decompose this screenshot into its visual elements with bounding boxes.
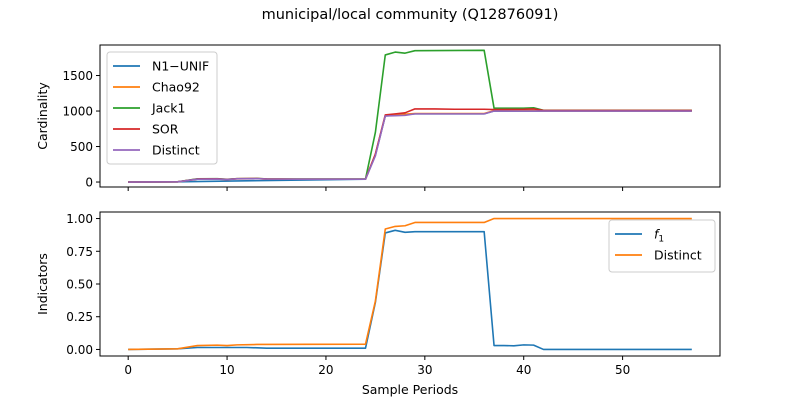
- y-tick-label: 0: [85, 176, 93, 190]
- x-axis-label: Sample Periods: [362, 382, 458, 397]
- legend-label-subscript: 1: [658, 235, 664, 245]
- x-tick-label: 40: [516, 363, 531, 377]
- figure-title: municipal/local community (Q12876091): [262, 7, 559, 23]
- series-line-distinct: [128, 110, 692, 183]
- indicators-panel: 0 10 20 30 40 50 0.00 0.25 0.50 0.75 1.00 Indicator…: [35, 211, 721, 397]
- y-tick-label: 500: [70, 140, 93, 154]
- series-line-distinct: [128, 217, 692, 351]
- x-tick-label: 50: [615, 363, 630, 377]
- y-axis-label: Cardinality: [35, 82, 50, 150]
- series-line-f1: [128, 229, 692, 351]
- y-tick-label: 1.00: [66, 212, 93, 226]
- y-axis-label: Indicators: [35, 253, 50, 315]
- legend-label: f1: [654, 227, 664, 245]
- legend-label: N1−UNIF: [152, 59, 209, 74]
- y-tick-label: 1000: [62, 105, 93, 119]
- x-tick-label: 30: [417, 363, 432, 377]
- cardinality-panel: 0 500 1000 1500 Cardinality N1−UNIF Chao92 Jack…: [35, 44, 721, 191]
- legend-frame: [106, 51, 218, 165]
- x-tick-label: 0: [124, 363, 132, 377]
- x-tick-label: 10: [219, 363, 234, 377]
- legend-label-main: f: [654, 227, 660, 242]
- legend-label: Jack1: [151, 101, 185, 116]
- axes-frame: [99, 44, 721, 188]
- y-tick-label: 1500: [62, 69, 93, 83]
- legend: N1−UNIF Chao92 Jack1 SOR Distinct: [106, 51, 218, 165]
- x-tick-label: 20: [318, 363, 333, 377]
- legend-label: Chao92: [152, 80, 200, 95]
- y-tick-label: 0.00: [66, 343, 93, 357]
- legend-label: Distinct: [152, 143, 200, 158]
- legend-label: Distinct: [654, 248, 702, 263]
- y-tick-label: 0.75: [66, 245, 93, 259]
- y-tick-label: 0.25: [66, 310, 93, 324]
- legend-frame: [608, 219, 716, 273]
- legend: f1 Distinct: [608, 219, 716, 273]
- legend-label: SOR: [152, 122, 179, 137]
- y-tick-label: 0.50: [66, 278, 93, 292]
